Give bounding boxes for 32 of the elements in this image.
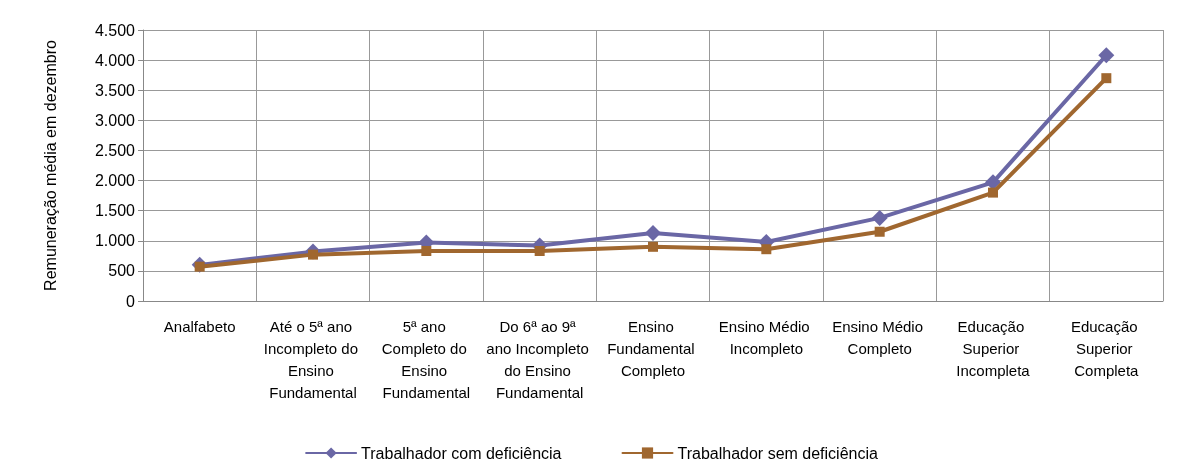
point xyxy=(645,224,661,241)
point xyxy=(1098,47,1115,64)
x-tick-label: Ensino Fundamental Completo xyxy=(607,317,699,379)
x-tick-label: Até o 5ª ano Incompleto do Ensino Fundamental xyxy=(263,317,363,401)
point xyxy=(988,187,998,198)
y-tick-label: 1.000 xyxy=(94,232,136,250)
x-tick-label: Educação Superior Incompleta xyxy=(956,317,1031,379)
point xyxy=(761,244,772,255)
y-tick-label: 3.000 xyxy=(94,111,136,129)
y-tick-label: 500 xyxy=(108,262,136,280)
x-tick-label: 5ª ano Completo do Ensino Fundamental xyxy=(381,317,471,401)
point xyxy=(648,241,658,252)
point xyxy=(874,226,885,237)
y-tick-label: 4.500 xyxy=(94,21,136,39)
y-axis-title: Remuneração média em dezembro xyxy=(41,40,59,291)
y-tick-label: 2.500 xyxy=(94,141,136,159)
point xyxy=(871,209,888,226)
point xyxy=(534,246,545,257)
y-tick-label: 1.500 xyxy=(94,202,136,220)
point xyxy=(421,246,432,257)
x-tick-label: Ensino Médio Completo xyxy=(832,317,928,357)
y-tick-label: 0 xyxy=(126,292,136,310)
legend-label: Trabalhador sem deficiência xyxy=(677,444,878,462)
y-tick-label: 3.500 xyxy=(94,81,136,99)
x-tick-label: Ensino Médio Incompleto xyxy=(718,317,814,357)
x-tick-label: Educação Superior Completa xyxy=(1070,317,1142,379)
y-tick-label: 4.000 xyxy=(94,51,136,69)
legend-label: Trabalhador com deficiência xyxy=(361,444,562,462)
x-tick-label: Analfabeto xyxy=(163,317,236,335)
point xyxy=(1101,73,1112,84)
y-tick-label: 2.000 xyxy=(94,172,136,190)
x-tick-label: Do 6ª ao 9ª ano Incompleto do Ensino Fundamental xyxy=(486,317,594,401)
